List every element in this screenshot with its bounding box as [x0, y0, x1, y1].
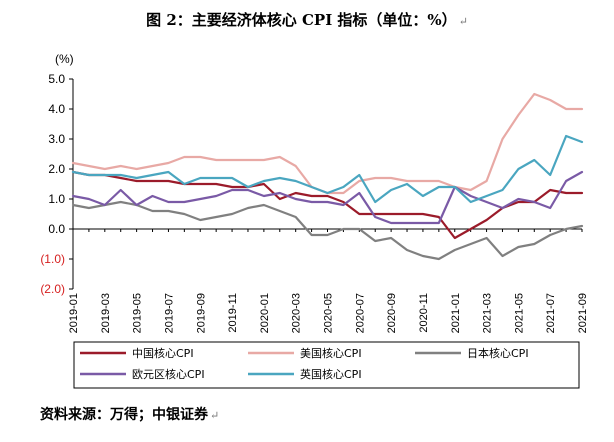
x-tick-label: 2019-11	[227, 293, 239, 333]
x-tick-label: 2021-03	[482, 293, 494, 333]
x-tick-label: 2021-07	[545, 293, 557, 333]
x-tick-label: 2021-09	[577, 293, 589, 333]
legend-label: 日本核心CPI	[467, 346, 529, 360]
y-tick-label: (1.0)	[40, 252, 65, 266]
series-line-5	[71, 134, 584, 204]
x-tick-label: 2019-05	[132, 293, 144, 333]
y-tick-label: 2.0	[48, 162, 65, 176]
y-tick-label: 5.0	[48, 72, 65, 86]
y-axis-unit-label: (%)	[55, 52, 74, 66]
x-tick-label: 2020-03	[291, 293, 303, 333]
return-mark-icon: ↵	[210, 409, 220, 422]
x-tick-label: 2020-11	[418, 293, 430, 333]
legend-label: 英国核心CPI	[300, 367, 362, 381]
source-note: 资料来源：万得；中银证券 ↵	[40, 407, 220, 423]
series-line-1	[71, 170, 584, 240]
legend-box	[73, 341, 580, 389]
x-tick-label: 2020-09	[386, 293, 398, 333]
legend-label: 欧元区核心CPI	[132, 367, 205, 381]
y-tick-label: 4.0	[48, 102, 65, 116]
series-line-2	[71, 92, 584, 195]
legend-label: 中国核心CPI	[132, 346, 194, 360]
chart-legend: 中国核心CPI 美国核心CPI 日本核心CPI 欧元区核心CPI 英国核心CPI	[73, 341, 580, 389]
series-line-4	[71, 170, 584, 225]
x-tick-label: 2019-03	[100, 293, 112, 333]
return-mark-icon: ↵	[458, 15, 468, 28]
x-tick-label: 2020-01	[259, 293, 271, 333]
series-line-3	[71, 200, 584, 261]
x-tick-label: 2019-01	[68, 293, 80, 333]
x-tick-label: 2020-07	[354, 293, 366, 333]
y-tick-label: 0.0	[48, 222, 65, 236]
x-tick-label: 2019-07	[163, 293, 175, 333]
x-tick-label: 2021-01	[450, 293, 462, 333]
chart-axes: 5.0 4.0 3.0 2.0 1.0 0.0 (1.0) (2.0)2019-01 2019-…	[40, 72, 589, 333]
x-tick-label: 2020-05	[323, 293, 335, 333]
x-tick-label: 2021-05	[513, 293, 525, 333]
legend-label: 美国核心CPI	[300, 346, 362, 360]
series-layer	[71, 92, 584, 261]
y-tick-label: 1.0	[48, 192, 65, 206]
y-tick-label: (2.0)	[40, 282, 65, 296]
chart-title: 图 2：主要经济体核心 CPI 指标（单位：%） ↵	[146, 11, 468, 29]
y-tick-label: 3.0	[48, 132, 65, 146]
x-tick-label: 2019-09	[195, 293, 207, 333]
